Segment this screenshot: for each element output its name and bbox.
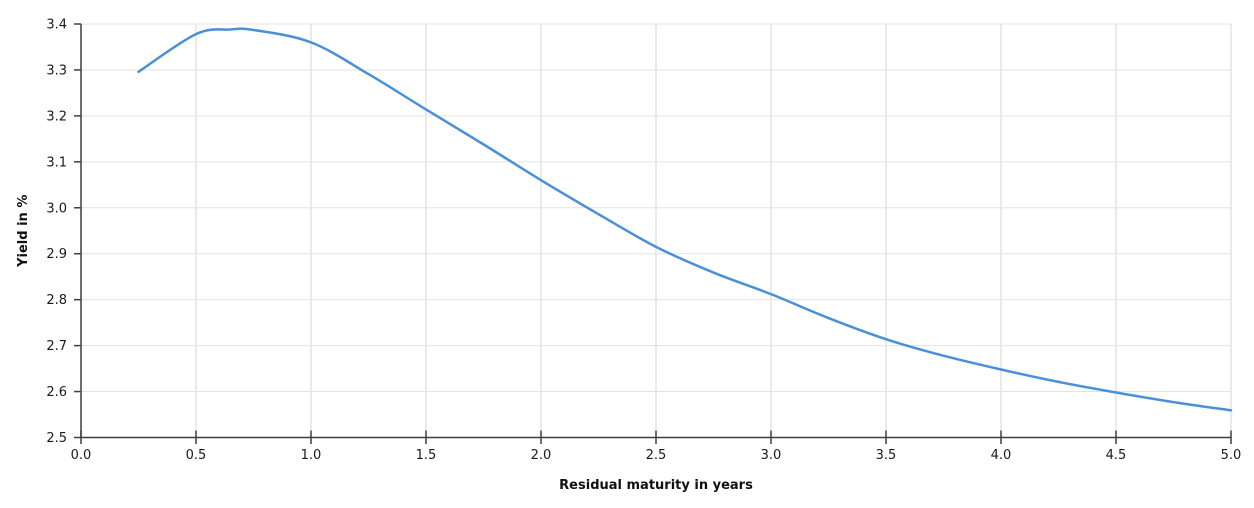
grid-layer bbox=[80, 23, 1232, 438]
x-tick-label: 1.0 bbox=[301, 448, 322, 463]
y-tick-label: 2.5 bbox=[46, 431, 67, 446]
y-tick-label: 2.8 bbox=[46, 293, 67, 308]
yield-curve-line bbox=[137, 27, 1233, 412]
y-tick-label: 3.0 bbox=[46, 201, 67, 216]
x-tick-label: 1.5 bbox=[416, 448, 437, 463]
y-tick-label: 2.6 bbox=[46, 385, 67, 400]
y-tick-label: 3.4 bbox=[46, 18, 67, 33]
x-axis-title: Residual maturity in years bbox=[559, 478, 753, 493]
series-layer bbox=[137, 27, 1233, 412]
x-tick-label: 4.5 bbox=[1106, 448, 1127, 463]
x-tick-label: 4.0 bbox=[991, 448, 1012, 463]
y-tick-label: 3.3 bbox=[46, 63, 67, 78]
tick-label-layer: 0.0 0.5 1.0 1.5 2.0 2.5 3.0 3.5 4.0 4.5 5.0 2.5 2.6 2… bbox=[46, 18, 1241, 464]
axes-layer bbox=[74, 23, 1232, 444]
x-tick-label: 0.5 bbox=[186, 448, 207, 463]
y-tick-label: 2.9 bbox=[46, 247, 67, 262]
x-tick-label: 3.5 bbox=[876, 448, 897, 463]
y-tick-label: 3.1 bbox=[46, 155, 67, 170]
y-tick-label: 3.2 bbox=[46, 109, 67, 124]
x-tick-label: 2.0 bbox=[531, 448, 552, 463]
x-tick-label: 5.0 bbox=[1221, 448, 1242, 463]
x-tick-label: 3.0 bbox=[761, 448, 782, 463]
y-axis-title: Yield in % bbox=[16, 195, 31, 268]
y-tick-label: 2.7 bbox=[46, 339, 67, 354]
x-tick-label: 2.5 bbox=[646, 448, 667, 463]
x-tick-label: 0.0 bbox=[71, 448, 92, 463]
